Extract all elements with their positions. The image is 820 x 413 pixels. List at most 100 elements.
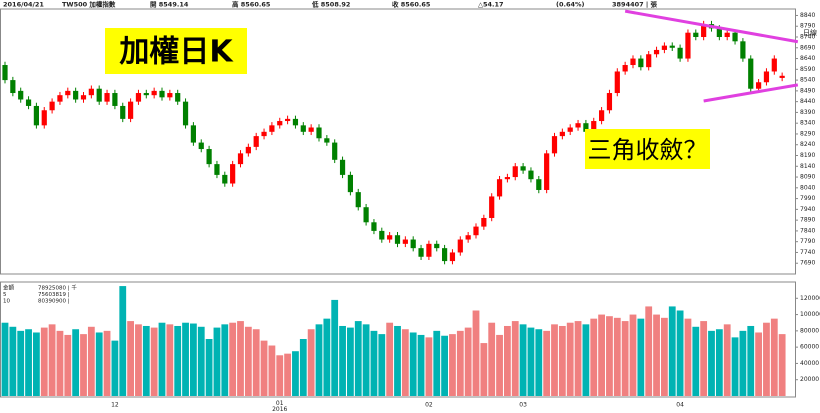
volume-bar: [621, 321, 629, 396]
volume-bar: [574, 321, 582, 396]
period-label: 日線: [803, 28, 817, 37]
volume-bar: [629, 314, 637, 396]
candle-body: [591, 121, 597, 132]
candle-body: [57, 95, 63, 102]
volume-bar: [739, 330, 747, 396]
volume-bar: [496, 334, 503, 396]
volume-bar: [299, 339, 307, 396]
volume-bar: [378, 334, 386, 396]
candle-body: [300, 125, 306, 132]
y-tick-label: 7690: [800, 260, 815, 267]
candle-body: [638, 58, 644, 68]
candle-body: [167, 93, 173, 98]
candle-body: [496, 179, 503, 197]
header-item: (0.64%): [556, 1, 585, 9]
candle-body: [18, 90, 24, 100]
annotation-box: [105, 28, 247, 74]
candle-body: [701, 24, 707, 38]
volume-bar: [417, 334, 425, 396]
volume-bar: [763, 322, 770, 396]
volume-bar: [566, 322, 574, 396]
volume-bar: [182, 322, 189, 396]
candle-body: [339, 159, 346, 175]
candle-body: [253, 136, 259, 147]
candle-body: [80, 95, 87, 100]
volume-bar: [441, 335, 448, 396]
y-tick-label: 7890: [800, 217, 815, 224]
y-tick-label: 8790: [800, 23, 815, 30]
volume-bar: [527, 327, 535, 396]
volume-bar: [449, 334, 456, 396]
volume-bar: [708, 330, 715, 396]
candle-body: [112, 93, 118, 106]
candle-body: [449, 252, 456, 262]
volume-bar: [260, 340, 268, 396]
candle-body: [630, 58, 636, 66]
candle-body: [536, 179, 542, 190]
y-tick-label: 8440: [800, 98, 815, 105]
candle-body: [292, 118, 299, 126]
candle-body: [10, 80, 16, 94]
volume-bar: [362, 324, 370, 396]
x-tick-line: 01: [276, 400, 284, 407]
volume-bar: [190, 323, 197, 396]
volume-bar: [64, 334, 72, 396]
candle-body: [120, 105, 126, 119]
candle-body: [394, 235, 401, 244]
y-tick-label: 8590: [800, 66, 815, 73]
candle-body: [489, 196, 495, 218]
volume-bar: [425, 337, 433, 396]
volume-legend: 金額: [3, 284, 15, 292]
volume-bar: [252, 329, 260, 396]
volume-bar: [339, 325, 346, 396]
volume-bar: [244, 326, 252, 396]
y-tick-label: 8090: [800, 174, 815, 181]
volume-bar: [480, 343, 488, 396]
candle-body: [190, 125, 196, 143]
candle-body: [96, 88, 102, 102]
candle-body: [779, 75, 785, 78]
header-item: 2016/04/21: [3, 1, 44, 9]
y-tick-label: 7740: [800, 249, 815, 256]
candle-body: [724, 32, 730, 38]
trend-line: [703, 83, 799, 103]
volume-bar: [401, 329, 409, 396]
candle-body: [732, 32, 738, 42]
candle-body: [418, 248, 424, 257]
volume-bar: [323, 318, 331, 396]
volume-bar: [456, 330, 464, 396]
candle-body: [677, 47, 683, 59]
candle-body: [230, 164, 236, 184]
price-panel: [0, 8, 796, 275]
volume-bar: [150, 327, 158, 396]
candle-body: [504, 177, 510, 180]
volume-bar: [692, 326, 700, 396]
volume-bar: [111, 340, 119, 396]
candle-body: [245, 146, 251, 154]
candle-body: [551, 136, 558, 154]
candle-body: [614, 71, 620, 94]
y-tick-label: 8640: [800, 55, 815, 62]
volume-legend: 78925080 | 千: [38, 284, 77, 292]
header-item: 3894407 | 張: [612, 0, 658, 10]
volume-bar: [33, 332, 40, 396]
volume-bar: [17, 330, 25, 396]
candle-body: [528, 170, 534, 180]
candle-body: [599, 110, 605, 122]
volume-bar: [56, 330, 64, 396]
candle-body: [763, 71, 770, 83]
volume-bar: [778, 334, 786, 396]
volume-bar: [354, 321, 362, 396]
volume-bar: [1, 322, 9, 396]
volume-bar: [684, 318, 692, 396]
volume-bar: [95, 332, 103, 396]
volume-bar: [135, 324, 142, 396]
candle-body: [583, 123, 589, 132]
candle-body: [512, 166, 518, 178]
candle-body: [49, 101, 55, 111]
candle-body: [269, 125, 275, 132]
y-tick-label: 7840: [800, 227, 815, 234]
volume-bar: [637, 318, 645, 396]
candle-body: [465, 235, 471, 240]
